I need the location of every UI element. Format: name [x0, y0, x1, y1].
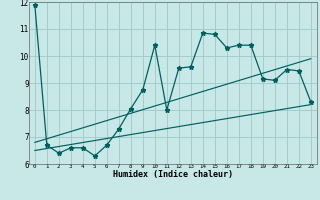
X-axis label: Humidex (Indice chaleur): Humidex (Indice chaleur) [113, 170, 233, 179]
